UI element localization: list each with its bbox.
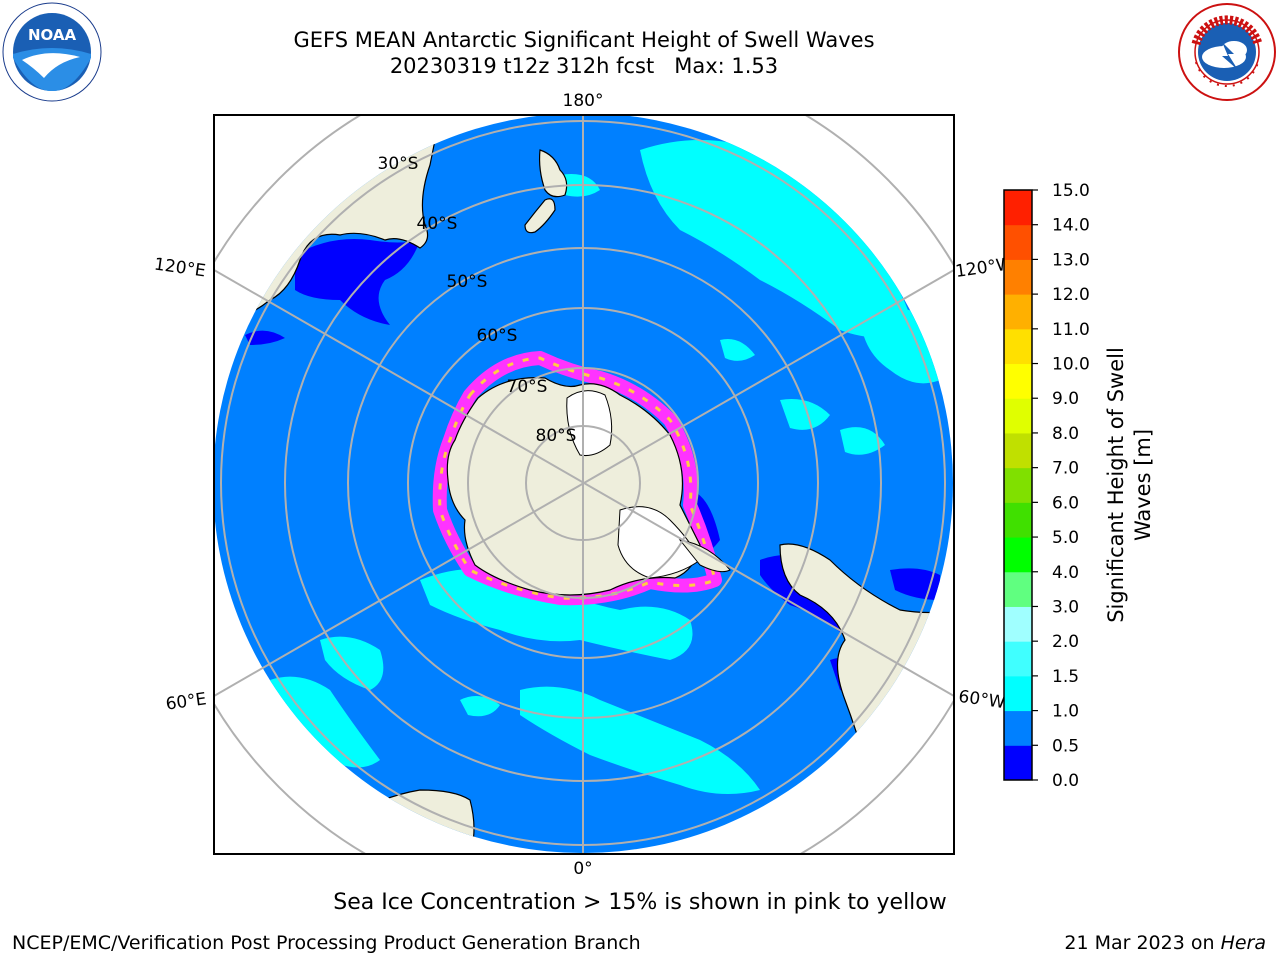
meridian-lines (214, 115, 954, 854)
noaa-logo-text: NOAA (28, 26, 77, 44)
colorbar-band (1004, 224, 1032, 260)
lon-label-180: 180° (563, 91, 604, 111)
colorbar-band (1004, 190, 1032, 226)
colorbar-tick-label: 0.5 (1052, 736, 1079, 756)
colorbar-tick-label: 13.0 (1052, 250, 1090, 270)
colorbar-band (1004, 432, 1032, 469)
colorbar-tick-label: 7.0 (1052, 459, 1079, 479)
lat-label-60s: 60°S (477, 326, 518, 346)
map-frame (213, 114, 955, 855)
lon-label-60w: 60°W (957, 687, 1006, 713)
new-zealand-south (524, 198, 556, 234)
lon-label-120e: 120°E (153, 254, 207, 281)
colorbar-band (1004, 641, 1032, 677)
colorbar-tick-label: 15.0 (1052, 181, 1090, 201)
colorbar-tick-label: 1.0 (1052, 702, 1079, 722)
lat-label-80s: 80°S (536, 426, 577, 446)
colorbar-tick-label: 14.0 (1052, 216, 1090, 236)
swell-1-1.5m-regions (270, 140, 940, 794)
lat-label-30s: 30°S (378, 154, 419, 174)
title-line-1: GEFS MEAN Antarctic Significant Height o… (293, 28, 875, 52)
colorbar-band (1004, 675, 1032, 712)
colorbar-band (1004, 398, 1032, 434)
lat-label-70s: 70°S (507, 377, 548, 397)
colorbar: 0.0 0.5 1.0 1.5 2.0 3.0 4.0 5.0 6.0 7.0 8.0 9.0 10.0… (1003, 181, 1090, 791)
lon-label-60e: 60°E (165, 689, 208, 714)
lat-label-40s: 40°S (417, 214, 458, 234)
colorbar-band (1004, 328, 1032, 365)
footer-host: Hera (1220, 932, 1266, 954)
colorbar-band (1004, 294, 1032, 330)
colorbar-band (1004, 502, 1032, 538)
colorbar-label-line-1: Significant Height of Swell (1104, 347, 1128, 623)
colorbar-band (1004, 467, 1032, 503)
colorbar-band (1004, 710, 1032, 746)
colorbar-tick-label: 0.0 (1052, 771, 1079, 791)
sea-ice-ring (432, 351, 722, 606)
colorbar-label-line-2: Waves [m] (1131, 429, 1155, 541)
footer-date-text: 21 Mar 2023 on (1064, 932, 1221, 954)
colorbar-band (1004, 571, 1032, 607)
noaa-logo-icon: NOAA (2, 2, 102, 102)
colorbar-tick-label: 4.0 (1052, 563, 1079, 583)
lon-label-0: 0° (573, 859, 592, 879)
sea-ice-note: Sea Ice Concentration > 15% is shown in … (333, 890, 947, 915)
chart-title: GEFS MEAN Antarctic Significant Height o… (184, 27, 984, 79)
colorbar-tick-label: 12.0 (1052, 285, 1090, 305)
colorbar-tick-label: 2.0 (1052, 632, 1079, 652)
colorbar-tick-label: 10.0 (1052, 355, 1090, 375)
lat-label-50s: 50°S (447, 272, 488, 292)
colorbar-tick-label: 1.5 (1052, 667, 1079, 687)
colorbar-tick-label: 9.0 (1052, 389, 1079, 409)
footer-date: 21 Mar 2023 on Hera (1064, 932, 1266, 954)
colorbar-border (1003, 189, 1033, 781)
colorbar-tick-label: 3.0 (1052, 597, 1079, 617)
colorbar-tick-label: 5.0 (1052, 528, 1079, 548)
nws-logo-icon (1178, 3, 1276, 101)
colorbar-band (1004, 259, 1032, 295)
ross-ice-shelf (566, 390, 613, 456)
footer-credit: NCEP/EMC/Verification Post Processing Pr… (12, 932, 641, 954)
title-line-2: 20230319 t12z 312h fcst Max: 1.53 (389, 54, 779, 78)
antarctic-peninsula (678, 539, 731, 573)
colorbar-band (1004, 606, 1032, 642)
colorbar-band (1004, 745, 1032, 781)
colorbar-band (1004, 363, 1032, 399)
colorbar-tick-label: 6.0 (1052, 493, 1079, 513)
colorbar-tick-label: 8.0 (1052, 424, 1079, 444)
colorbar-tick-label: 11.0 (1052, 320, 1090, 340)
colorbar-band (1004, 537, 1032, 573)
